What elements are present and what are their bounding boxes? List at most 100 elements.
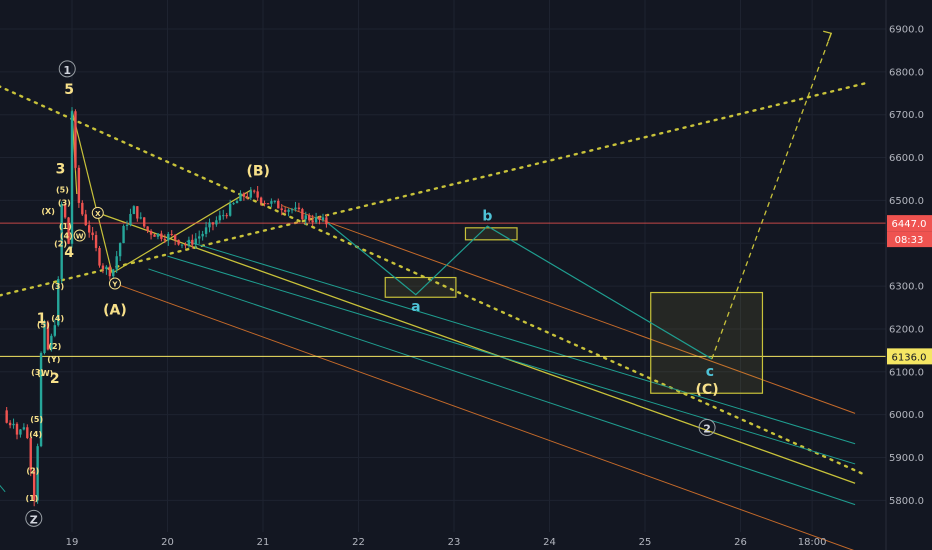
wave-label: a [411, 299, 420, 315]
sub-wave-label: (1) [59, 222, 72, 231]
y-tick-label: 6600.0 [889, 153, 924, 164]
wave-label: 4 [64, 245, 74, 261]
candle-body [136, 206, 139, 219]
candle-body [39, 353, 43, 447]
candle-body [215, 220, 218, 225]
candle-body [187, 239, 191, 246]
candle-body [115, 256, 118, 270]
countdown-value: 08:33 [895, 235, 924, 246]
wave-label: c [706, 364, 714, 380]
candle-body [321, 217, 325, 220]
last-price-tag [887, 215, 932, 232]
last-price-value: 6447.0 [892, 219, 927, 230]
wave-label: b [482, 208, 492, 224]
candle-body [259, 197, 263, 204]
candle-body [46, 322, 50, 350]
candle-body [160, 233, 163, 239]
candle-body [53, 325, 57, 336]
y-tick-label: 6500.0 [889, 196, 924, 207]
candle-body [198, 236, 201, 239]
candle-body [50, 335, 53, 350]
wave-label: 3 [56, 161, 66, 177]
x-tick-label: 19 [66, 537, 79, 548]
candle-body [118, 243, 122, 257]
y-tick-label: 6700.0 [889, 110, 924, 121]
candle-body [91, 232, 94, 236]
candle-body [283, 210, 287, 212]
trend-line [110, 281, 855, 550]
sub-wave-label: (2) [54, 239, 67, 248]
projection-line [327, 222, 713, 360]
candle-body [105, 266, 108, 270]
x-tick-label: 18:00 [798, 537, 827, 548]
candle-body [84, 214, 87, 226]
candle-body [77, 167, 81, 203]
candle-body [142, 217, 146, 227]
wave-label: (C) [696, 382, 719, 398]
candle-body [204, 227, 208, 234]
candle-body [290, 209, 294, 211]
candle-body [15, 423, 19, 435]
sub-wave-label: (3) [51, 282, 64, 291]
wave-circle [25, 509, 43, 527]
channel-lines [0, 82, 866, 550]
candle-body [314, 217, 318, 223]
candle-body [5, 410, 8, 423]
sub-wave-circle-label: Y [111, 281, 118, 289]
wave-label: 2 [50, 371, 60, 387]
trend-line [281, 205, 856, 414]
horizontal-levels [0, 222, 886, 357]
sub-wave-label: (2) [48, 342, 61, 351]
sub-wave-label: (3) [31, 368, 44, 377]
x-tick-label: 20 [161, 537, 174, 548]
wave-circle [58, 60, 76, 78]
candlesticks [5, 107, 328, 507]
candle-body [266, 203, 270, 205]
candle-body [67, 217, 70, 244]
wave-label: 2 [703, 423, 711, 436]
candle-body [273, 200, 277, 202]
candle-body [225, 215, 228, 217]
sub-wave-label: (2) [26, 466, 39, 475]
candle-body [222, 215, 225, 217]
y-tick-label: 6200.0 [889, 324, 924, 335]
candle-body [94, 235, 98, 248]
projection-up-line [711, 33, 832, 360]
sub-wave-label: (X) [41, 207, 54, 216]
candle-body [308, 215, 311, 221]
x-tick-label: 21 [257, 537, 270, 548]
candle-body [218, 215, 222, 221]
sub-wave-label: (1) [25, 494, 38, 503]
trend-line [167, 255, 856, 465]
sub-wave-circle-label: X [95, 210, 101, 218]
candle-body [239, 193, 242, 201]
candle-body [112, 269, 115, 277]
sub-wave-label: (5) [56, 186, 69, 195]
candle-body [270, 201, 273, 204]
candle-body [280, 208, 283, 211]
projection-arrow-head [823, 30, 833, 42]
candle-body [173, 234, 177, 240]
x-tick-label: 22 [352, 537, 365, 548]
time-axis[interactable]: 19 20 21 22 23 24 25 26 18:00 [66, 537, 827, 548]
candle-body [249, 190, 252, 198]
sub-wave-label: (W) [37, 369, 53, 378]
sub-wave-label: (3) [58, 199, 71, 208]
wave-label: 1 [37, 311, 47, 327]
candle-body [184, 244, 187, 246]
candle-body [108, 266, 112, 277]
sub-wave-label: (4) [51, 314, 64, 323]
candle-body [325, 217, 328, 225]
target-box [384, 276, 457, 298]
sub-wave-circle [73, 229, 86, 242]
candle-body [153, 234, 156, 237]
candle-body [12, 423, 15, 426]
level-price-value: 6136.0 [892, 352, 927, 363]
candle-body [304, 215, 307, 220]
candle-body [132, 206, 136, 214]
y-tick-label: 5900.0 [889, 453, 924, 464]
candle-body [146, 226, 149, 231]
candle-body [167, 233, 170, 241]
candle-body [263, 203, 266, 205]
